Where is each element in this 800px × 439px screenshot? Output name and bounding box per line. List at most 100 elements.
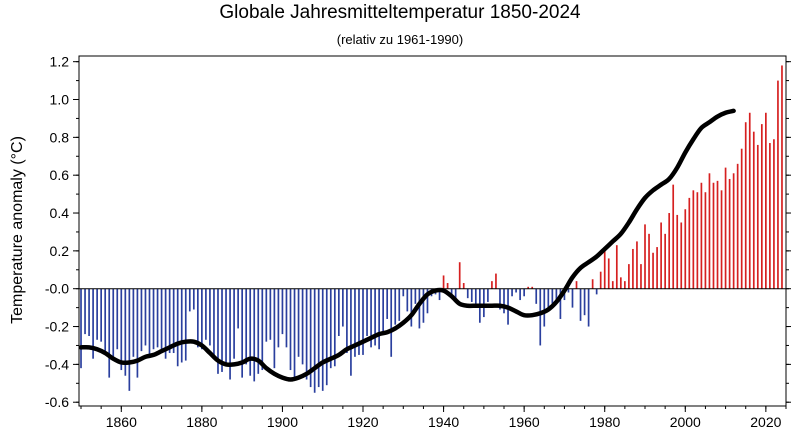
bar-2011 [728, 178, 731, 289]
bar-1886 [225, 288, 227, 365]
bar-1988 [636, 241, 638, 289]
bar-1905 [301, 288, 304, 365]
bar-1877 [188, 288, 191, 312]
bar-1853 [92, 288, 94, 359]
bar-1926 [386, 288, 389, 319]
bar-1890 [241, 288, 243, 378]
bar-1979 [599, 271, 602, 289]
y-tick-label: 0.4 [50, 205, 70, 221]
bar-1881 [205, 288, 207, 340]
bar-2023 [777, 80, 779, 289]
bar-2016 [748, 112, 751, 289]
bar-1922 [370, 288, 372, 348]
bar-1869 [156, 288, 159, 348]
bar-1927 [390, 288, 393, 357]
bar-2005 [704, 192, 707, 289]
bar-2009 [720, 190, 723, 289]
bar-1915 [342, 288, 344, 327]
bar-1857 [108, 288, 111, 378]
bar-1851 [84, 288, 86, 335]
bar-2008 [716, 180, 719, 289]
bar-1860 [120, 288, 123, 371]
bar-1954 [499, 288, 501, 310]
bar-1909 [317, 288, 320, 388]
bar-2010 [724, 167, 727, 289]
bar-1995 [664, 233, 666, 289]
bar-1934 [418, 288, 421, 329]
bar-1872 [168, 288, 171, 354]
bar-1950 [483, 288, 485, 318]
bar-1973 [575, 281, 578, 289]
bar-1907 [309, 288, 312, 388]
x-tick-label: 1880 [186, 414, 217, 430]
bar-1980 [603, 250, 606, 289]
x-tick-label: 1900 [267, 414, 298, 430]
bar-1885 [221, 288, 223, 372]
bar-1975 [583, 288, 586, 316]
bar-1858 [112, 288, 115, 361]
bar-1982 [611, 281, 614, 289]
bar-1948 [474, 288, 477, 304]
bar-1972 [571, 288, 574, 308]
bar-1992 [652, 252, 654, 289]
y-tick-label: 1.0 [50, 92, 70, 108]
bar-1896 [265, 288, 268, 342]
bar-1879 [196, 288, 199, 348]
bar-1932 [410, 288, 413, 327]
bar-1903 [293, 288, 296, 380]
bar-1960 [523, 288, 525, 297]
bar-1983 [615, 245, 618, 289]
bar-1965 [543, 288, 546, 327]
bar-1913 [333, 288, 336, 367]
bar-1867 [148, 288, 151, 355]
bar-1875 [180, 288, 183, 363]
bar-1874 [176, 288, 179, 367]
bar-2003 [696, 192, 699, 289]
plot-frame [78, 55, 787, 407]
bar-1861 [124, 288, 127, 376]
bar-1967 [551, 288, 554, 304]
bar-1940 [442, 275, 445, 289]
bar-1855 [100, 288, 102, 342]
bar-1870 [160, 288, 163, 352]
bar-1974 [579, 288, 582, 321]
bar-1966 [547, 288, 550, 308]
bar-1892 [249, 288, 252, 376]
bar-1958 [515, 288, 517, 293]
bar-1984 [619, 277, 622, 289]
bar-1985 [624, 281, 626, 289]
bar-1943 [454, 288, 457, 302]
bar-1882 [209, 288, 211, 346]
bar-1887 [229, 288, 231, 380]
bar-1996 [668, 213, 671, 289]
y-tick-label: -0.0 [45, 281, 69, 297]
bar-1878 [192, 288, 195, 310]
bar-1919 [358, 288, 360, 355]
bar-2024 [781, 65, 783, 289]
bar-1929 [398, 288, 401, 321]
bar-2018 [756, 144, 759, 289]
bar-1964 [539, 288, 542, 346]
bar-1904 [297, 288, 300, 357]
y-tick-label: -0.6 [45, 394, 69, 410]
bar-1969 [559, 288, 562, 319]
bar-2014 [740, 148, 743, 289]
bar-1941 [446, 283, 449, 289]
bar-1866 [144, 288, 147, 346]
bar-1961 [527, 286, 530, 289]
bar-2007 [712, 182, 715, 289]
smoothed-trend-line [78, 108, 736, 382]
bar-1880 [201, 288, 203, 350]
bar-2020 [765, 112, 767, 289]
bar-1957 [511, 288, 513, 297]
bar-2006 [708, 173, 711, 289]
bar-1981 [607, 258, 610, 289]
bar-1944 [458, 262, 461, 289]
bar-1898 [273, 288, 276, 369]
bar-1897 [269, 288, 272, 340]
y-tick-label: 0.6 [50, 167, 70, 183]
bar-1936 [426, 288, 429, 314]
bar-1959 [519, 288, 521, 301]
bar-1917 [350, 288, 352, 376]
bar-1989 [640, 264, 642, 289]
